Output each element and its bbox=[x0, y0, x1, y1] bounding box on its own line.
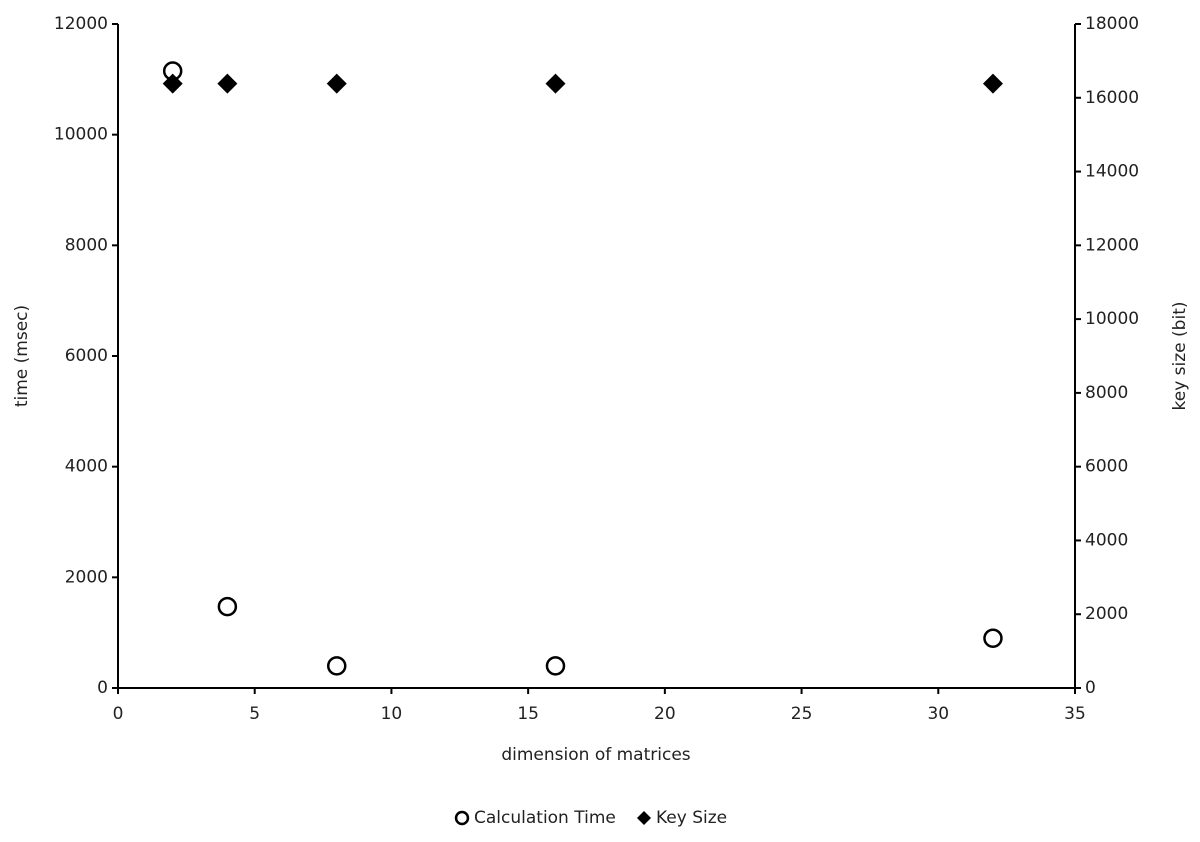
y2-tick-label: 0 bbox=[1085, 678, 1096, 698]
point bbox=[983, 628, 1003, 648]
y2-tick-label: 18000 bbox=[1085, 14, 1139, 34]
y2-tick-label: 6000 bbox=[1085, 457, 1128, 477]
x-tick-label: 0 bbox=[113, 704, 124, 724]
legend-label: Key Size bbox=[656, 808, 727, 828]
point bbox=[326, 73, 347, 94]
x-axis-title: dimension of matrices bbox=[501, 745, 690, 765]
y2-tick-label: 10000 bbox=[1085, 309, 1139, 329]
y-tick-label: 6000 bbox=[65, 346, 108, 366]
legend-label: Calculation Time bbox=[474, 808, 616, 828]
y-tick-label: 10000 bbox=[54, 125, 108, 145]
x-tick-label: 5 bbox=[249, 704, 260, 724]
y-tick-label: 4000 bbox=[65, 457, 108, 477]
y-tick-label: 0 bbox=[97, 678, 108, 698]
legend-marker bbox=[637, 811, 651, 825]
y2-axis-title: key size (bit) bbox=[1170, 302, 1190, 411]
y2-tick-label: 14000 bbox=[1085, 162, 1139, 182]
point bbox=[982, 73, 1003, 94]
y-tick-label: 2000 bbox=[65, 567, 108, 587]
point bbox=[217, 73, 238, 94]
y2-tick-label: 2000 bbox=[1085, 604, 1128, 624]
point bbox=[217, 596, 238, 617]
y2-tick-label: 12000 bbox=[1085, 235, 1139, 255]
y2-tick-label: 16000 bbox=[1085, 88, 1139, 108]
point bbox=[545, 656, 566, 676]
point bbox=[162, 73, 183, 94]
x-tick-label: 25 bbox=[791, 704, 813, 724]
x-tick-label: 20 bbox=[654, 704, 676, 724]
y-axis-title: time (msec) bbox=[12, 305, 32, 407]
y2-tick-label: 8000 bbox=[1085, 383, 1128, 403]
y2-tick-label: 4000 bbox=[1085, 530, 1128, 550]
y-tick-label: 8000 bbox=[65, 235, 108, 255]
legend-marker bbox=[454, 810, 470, 826]
x-tick-label: 10 bbox=[381, 704, 403, 724]
point bbox=[545, 73, 566, 94]
y-tick-label: 12000 bbox=[54, 14, 108, 34]
x-tick-label: 35 bbox=[1064, 704, 1086, 724]
x-tick-label: 30 bbox=[927, 704, 949, 724]
x-tick-label: 15 bbox=[517, 704, 539, 724]
point bbox=[326, 656, 347, 676]
